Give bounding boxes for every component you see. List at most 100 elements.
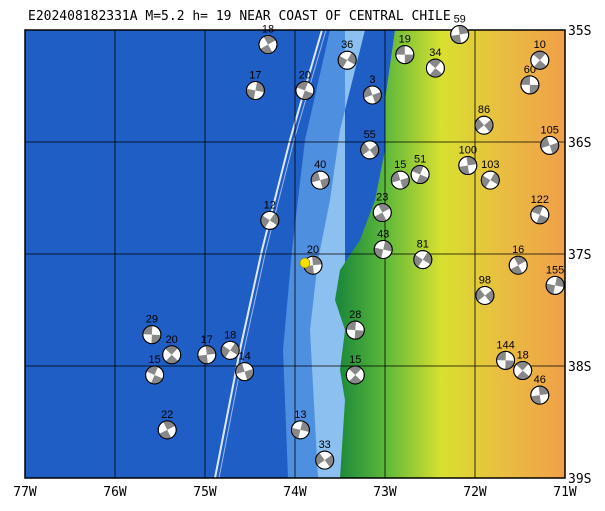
beachball-outline xyxy=(425,58,445,78)
beachball-quadrant xyxy=(291,427,301,439)
beachball-outline xyxy=(390,170,410,190)
beachball-outline xyxy=(235,362,255,382)
beachball-outline xyxy=(315,450,335,470)
beachball-outline xyxy=(345,365,365,385)
beachball-outline xyxy=(520,75,540,95)
beachball-quadrant xyxy=(496,351,506,361)
depth-label: 20 xyxy=(307,244,319,256)
depth-label: 43 xyxy=(377,229,389,241)
beachball xyxy=(157,420,177,440)
x-tick-label: 74W xyxy=(283,485,307,500)
beachball-outline xyxy=(474,115,494,135)
depth-label: 60 xyxy=(524,64,536,76)
beachball xyxy=(496,350,516,370)
beachball-outline xyxy=(372,203,392,223)
depth-label: 3 xyxy=(369,74,375,86)
y-tick-label: 39S xyxy=(568,472,591,487)
beachball-quadrant xyxy=(348,365,362,375)
beachball xyxy=(258,35,278,55)
beachball xyxy=(540,135,560,155)
x-tick-label: 71W xyxy=(553,485,577,500)
beachball-quadrant xyxy=(484,119,494,133)
beachball-quadrant xyxy=(466,156,477,166)
depth-label: 15 xyxy=(148,354,160,366)
beachball xyxy=(372,203,392,223)
beachball xyxy=(315,450,335,470)
depth-label: 86 xyxy=(478,104,490,116)
depth-label: 18 xyxy=(517,349,529,361)
depth-label: 18 xyxy=(262,24,274,36)
beachball xyxy=(260,210,280,230)
beachball-outline xyxy=(295,80,315,100)
depth-label: 103 xyxy=(481,159,499,171)
beachball-outline xyxy=(540,135,560,155)
beachball-quadrant xyxy=(429,68,443,78)
title: E202408182331A M=5.2 h= 19 NEAR COAST OF… xyxy=(28,9,451,24)
depth-label: 15 xyxy=(349,354,361,366)
beachball-quadrant xyxy=(260,215,270,228)
x-tick-label: 77W xyxy=(13,485,37,500)
beachball-quadrant xyxy=(516,370,530,380)
depth-label: 28 xyxy=(349,309,361,321)
beachball xyxy=(458,156,478,176)
y-tick-label: 38S xyxy=(568,360,591,375)
beachball-quadrant xyxy=(510,265,523,275)
beachball-quadrant xyxy=(300,421,310,432)
beachball-outline xyxy=(290,420,310,440)
beachball-outline xyxy=(258,35,278,55)
depth-label: 15 xyxy=(394,159,406,171)
beachball xyxy=(390,170,410,190)
depth-label: 14 xyxy=(238,351,250,363)
depth-label: 100 xyxy=(459,145,477,157)
beachball xyxy=(474,115,494,135)
depth-label: 17 xyxy=(201,334,213,346)
beachball-outline xyxy=(508,255,528,275)
beachball-quadrant xyxy=(165,345,178,355)
beachball xyxy=(295,80,315,100)
beachball-outline xyxy=(530,205,550,225)
x-tick-label: 76W xyxy=(103,485,127,500)
beachball-quadrant xyxy=(205,345,216,355)
beachball-quadrant xyxy=(516,361,529,371)
beachball-outline xyxy=(360,140,380,160)
depth-label: 122 xyxy=(531,194,549,206)
depth-label: 59 xyxy=(454,13,466,25)
depth-label: 23 xyxy=(376,192,388,204)
beachball xyxy=(235,362,255,382)
beachball-quadrant xyxy=(475,118,484,131)
beachball xyxy=(373,240,393,260)
depth-label: 81 xyxy=(417,239,429,251)
beachball-quadrant xyxy=(312,256,322,266)
depth-label: 105 xyxy=(541,124,559,136)
beachball-quadrant xyxy=(163,420,176,430)
beachball-outline xyxy=(475,285,495,305)
depth-label: 36 xyxy=(341,39,353,51)
beachball xyxy=(530,205,550,225)
depth-label: 10 xyxy=(534,39,546,51)
beachball-quadrant xyxy=(505,360,515,370)
beachball-quadrant xyxy=(475,288,485,302)
beachball-quadrant xyxy=(159,429,172,439)
beachball-quadrant xyxy=(395,45,405,55)
beachball xyxy=(475,285,495,305)
beachball-outline xyxy=(496,350,516,370)
beachball xyxy=(520,75,540,95)
beachball-quadrant xyxy=(246,88,256,100)
depth-label: 12 xyxy=(264,199,276,211)
beachball xyxy=(530,50,550,70)
beachball xyxy=(425,58,445,78)
beachball xyxy=(345,320,365,340)
beachball-quadrant xyxy=(546,283,556,295)
beachball-quadrant xyxy=(490,172,500,185)
beachball-outline xyxy=(142,325,162,345)
depth-label: 29 xyxy=(146,314,158,326)
beachball-quadrant xyxy=(422,251,432,265)
beachball xyxy=(395,45,415,65)
beachball-quadrant xyxy=(338,55,348,69)
beachball-outline xyxy=(410,164,430,184)
beachball-quadrant xyxy=(197,354,208,364)
beachball-outline xyxy=(310,170,330,190)
y-tick-label: 37S xyxy=(568,248,591,263)
beachball-quadrant xyxy=(142,325,153,335)
epicenter xyxy=(299,257,311,269)
